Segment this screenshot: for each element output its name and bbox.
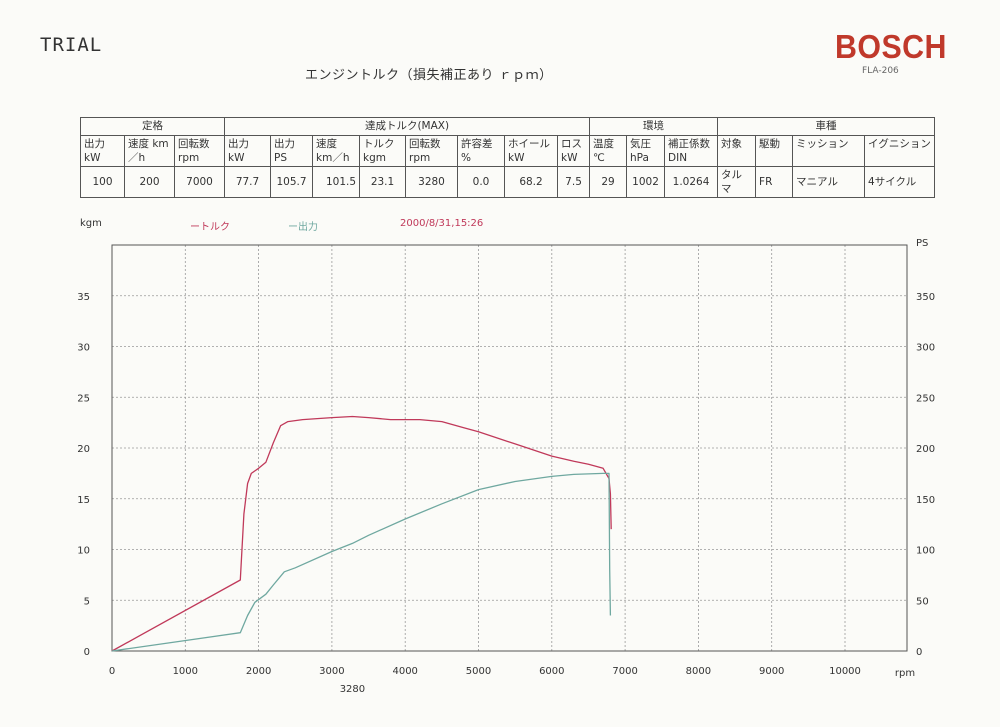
y-right-tick-label: 250	[916, 393, 935, 404]
x-tick-label: 1000	[173, 666, 198, 677]
y-right-tick-label: 100	[916, 546, 935, 557]
y-left-tick-label: 30	[77, 343, 90, 354]
legend-power: ー出力	[288, 222, 318, 233]
y-right-tick-label: 350	[916, 292, 935, 303]
x-axis-unit: rpm	[895, 668, 915, 679]
x-tick-label: 2000	[246, 666, 271, 677]
plot-frame	[111, 244, 908, 652]
group-rated: 定格	[79, 117, 226, 136]
value-cell: 101.5	[312, 166, 361, 198]
x-tick-label: 6000	[539, 666, 564, 677]
value-cell: 7.5	[557, 166, 591, 198]
value-cell: 105.7	[270, 166, 314, 198]
rpm-marker-label: 3280	[340, 684, 365, 695]
header-cell: ホイール kW	[504, 135, 559, 167]
brand-logo: BOSCH	[835, 28, 947, 65]
header-cell: 回転数 rpm	[173, 135, 226, 167]
y-left-tick-label: 10	[77, 546, 90, 557]
header-cell: 出力 PS	[270, 135, 314, 167]
y-left-tick-label: 25	[77, 393, 90, 404]
y-right-tick-label: 200	[916, 444, 935, 455]
header-cell: 回転数 rpm	[405, 135, 459, 167]
value-cell: 200	[124, 166, 175, 198]
header-cell: ロス kW	[557, 135, 591, 167]
x-tick-label: 9000	[759, 666, 784, 677]
value-cell: 3280	[405, 166, 459, 198]
value-cell: 1.0264	[664, 166, 719, 198]
x-tick-label: 8000	[686, 666, 711, 677]
value-cell: 4サイクル	[864, 166, 936, 198]
right-axis-unit: PS	[916, 238, 929, 249]
series-line-torque	[111, 415, 612, 652]
y-left-tick-label: 20	[77, 444, 90, 455]
y-left-tick-label: 5	[84, 596, 90, 607]
y-right-tick-label: 0	[916, 647, 922, 658]
value-cell: FR	[755, 166, 794, 198]
model-number: FLA-206	[862, 66, 899, 76]
header-cell: 気圧 hPa	[626, 135, 666, 167]
header-cell: 対象	[717, 135, 757, 167]
value-cell: マニアル	[792, 166, 866, 198]
x-tick-label: 10000	[829, 666, 861, 677]
y-left-tick-label: 0	[84, 647, 90, 658]
value-cell: 68.2	[504, 166, 559, 198]
header-cell: イグニション	[864, 135, 936, 167]
x-tick-label: 5000	[466, 666, 491, 677]
y-left-tick-label: 35	[77, 292, 90, 303]
x-tick-label: 4000	[392, 666, 417, 677]
spec-table: 定格 達成トルク(MAX) 環境 車種 出力 kW 速度 km／h 回転数 rp…	[79, 117, 936, 198]
header-cell: 出力 kW	[224, 135, 272, 167]
value-cell: 7000	[173, 166, 226, 198]
y-right-tick-label: 50	[916, 596, 929, 607]
header-cell: トルク kgm	[359, 135, 407, 167]
series-line-power	[111, 472, 612, 652]
x-tick-label: 7000	[612, 666, 637, 677]
value-cell: タルマ	[717, 166, 757, 198]
test-date: 2000/8/31,15:26	[400, 218, 484, 229]
y-left-tick-label: 15	[77, 495, 90, 506]
value-cell: 77.7	[224, 166, 272, 198]
y-right-tick-label: 150	[916, 495, 935, 506]
x-tick-label: 3000	[319, 666, 344, 677]
legend-torque: ートルク	[190, 222, 230, 233]
trial-stamp: TRIAL	[40, 34, 103, 56]
page-title: エンジントルク（損失補正あり ｒｐｍ）	[305, 68, 553, 83]
value-cell: 1002	[626, 166, 666, 198]
header-cell: ミッション	[792, 135, 866, 167]
header-cell: 駆動	[755, 135, 794, 167]
left-axis-unit: kgm	[80, 218, 102, 229]
x-tick-label: 0	[109, 666, 115, 677]
y-right-tick-label: 300	[916, 343, 935, 354]
